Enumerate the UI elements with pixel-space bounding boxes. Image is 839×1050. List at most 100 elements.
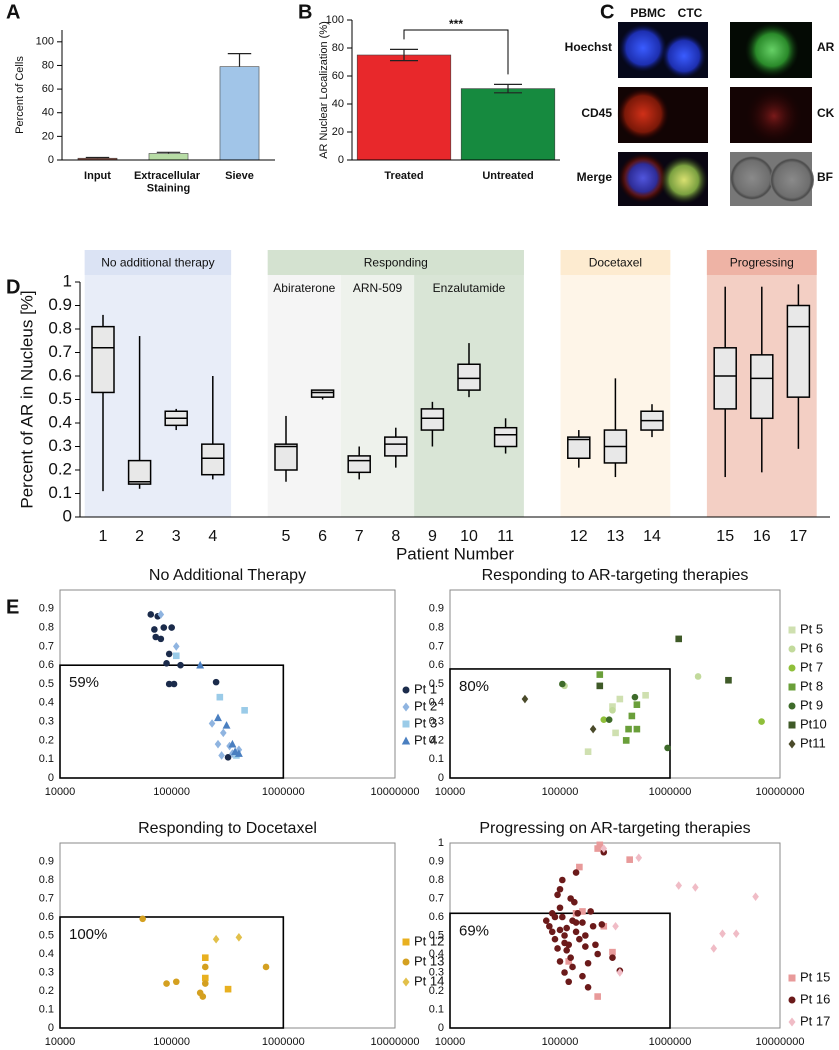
point bbox=[609, 954, 616, 961]
y-tick-label: 0.1 bbox=[39, 753, 54, 765]
point bbox=[262, 963, 270, 971]
point bbox=[565, 958, 573, 965]
point bbox=[609, 948, 616, 956]
legend-marker bbox=[402, 958, 410, 966]
legend-marker bbox=[788, 974, 796, 982]
subgroup-label: Enzalutamide bbox=[433, 281, 506, 295]
y-tick-label: 0.7 bbox=[48, 342, 72, 361]
legend-marker bbox=[788, 683, 796, 691]
legend-label: Pt 1 bbox=[414, 681, 437, 696]
panel-label: E bbox=[6, 596, 19, 618]
legend-label: Pt 14 bbox=[414, 973, 444, 988]
cell bbox=[730, 156, 774, 200]
point bbox=[710, 944, 718, 953]
x-tick-label: 1000000 bbox=[649, 1036, 692, 1048]
point bbox=[556, 904, 564, 912]
x-tick-label: 2 bbox=[135, 528, 144, 545]
y-tick-label: 0.6 bbox=[39, 911, 54, 923]
point bbox=[163, 660, 170, 667]
y-tick-label: 0.7 bbox=[429, 892, 444, 904]
highlight-label: 69% bbox=[459, 922, 489, 939]
highlight-box bbox=[449, 912, 671, 1029]
point bbox=[172, 642, 180, 651]
chart-title: No Additional Therapy bbox=[149, 567, 306, 584]
y-tick-label: 0.1 bbox=[429, 1003, 444, 1015]
y-tick-label: 1 bbox=[63, 271, 72, 290]
y-tick-label: 0.3 bbox=[429, 716, 444, 728]
point bbox=[218, 751, 225, 760]
legend-marker bbox=[788, 1017, 796, 1027]
y-tick-label: 0.3 bbox=[39, 716, 54, 728]
point bbox=[224, 985, 232, 993]
y-tick-label: 0.2 bbox=[39, 734, 54, 746]
chart-title: Responding to Docetaxel bbox=[138, 820, 317, 837]
legend-marker bbox=[788, 739, 796, 749]
y-tick-label: 80 bbox=[42, 59, 54, 71]
point bbox=[208, 719, 216, 728]
point bbox=[600, 716, 608, 724]
point bbox=[692, 883, 699, 892]
point bbox=[559, 876, 566, 884]
x-tick-label: 10000000 bbox=[371, 786, 420, 798]
point bbox=[694, 673, 702, 680]
x-tick-label: 10000000 bbox=[756, 786, 805, 798]
point bbox=[609, 703, 616, 710]
point bbox=[594, 993, 601, 1000]
highlight-box bbox=[59, 916, 285, 1029]
legend-label: Pt10 bbox=[800, 716, 827, 731]
point bbox=[594, 845, 601, 852]
panel-label: A bbox=[6, 1, 20, 23]
x-tick-label: 13 bbox=[607, 528, 625, 545]
highlight-label: 80% bbox=[459, 678, 489, 695]
point bbox=[551, 935, 559, 943]
point bbox=[582, 943, 589, 950]
box bbox=[201, 443, 225, 476]
point bbox=[563, 947, 570, 954]
x-tick-label: 10000 bbox=[435, 786, 466, 798]
highlight-box bbox=[59, 664, 285, 779]
point bbox=[574, 910, 582, 917]
chart-title: Progressing on AR-targeting therapies bbox=[479, 820, 750, 837]
y-tick-label: 0.8 bbox=[39, 874, 54, 886]
legend-label: Pt 2 bbox=[414, 698, 437, 713]
x-tick-label: 10000000 bbox=[756, 1036, 805, 1048]
point bbox=[224, 754, 232, 761]
legend-marker bbox=[401, 736, 411, 745]
box bbox=[274, 443, 298, 471]
point bbox=[600, 844, 608, 853]
point bbox=[572, 919, 580, 926]
point bbox=[556, 958, 564, 965]
point bbox=[584, 748, 592, 755]
box bbox=[750, 354, 774, 420]
point bbox=[616, 695, 624, 703]
y-tick-label: 0.2 bbox=[429, 734, 444, 746]
point bbox=[605, 716, 613, 724]
group-band bbox=[267, 250, 341, 517]
x-tick-label: 12 bbox=[570, 528, 588, 545]
plot-frame bbox=[449, 842, 781, 1029]
row-label: Merge bbox=[577, 170, 613, 184]
row-label: Hoechst bbox=[565, 40, 612, 54]
y-tick-label: 40 bbox=[332, 98, 344, 110]
y-tick-label: 0 bbox=[438, 1022, 444, 1034]
highlight-label: 59% bbox=[69, 674, 99, 691]
y-tick-label: 0.4 bbox=[39, 948, 54, 960]
legend-label: Pt 7 bbox=[800, 659, 823, 674]
box bbox=[786, 304, 811, 398]
point bbox=[222, 721, 231, 729]
legend-label: Pt 17 bbox=[800, 1013, 830, 1028]
point bbox=[201, 954, 209, 961]
highlight-box bbox=[449, 668, 671, 779]
legend-marker bbox=[788, 626, 796, 634]
y-tick-label: 0 bbox=[338, 154, 344, 166]
point bbox=[719, 929, 726, 938]
y-tick-label: 0.4 bbox=[48, 412, 72, 431]
point bbox=[196, 660, 205, 669]
y-tick-label: 0.9 bbox=[429, 855, 444, 867]
point bbox=[157, 610, 165, 619]
y-tick-label: 0.1 bbox=[39, 1003, 54, 1015]
legend-label: Pt 15 bbox=[800, 969, 830, 984]
point bbox=[576, 935, 583, 943]
legend-marker bbox=[402, 720, 410, 728]
